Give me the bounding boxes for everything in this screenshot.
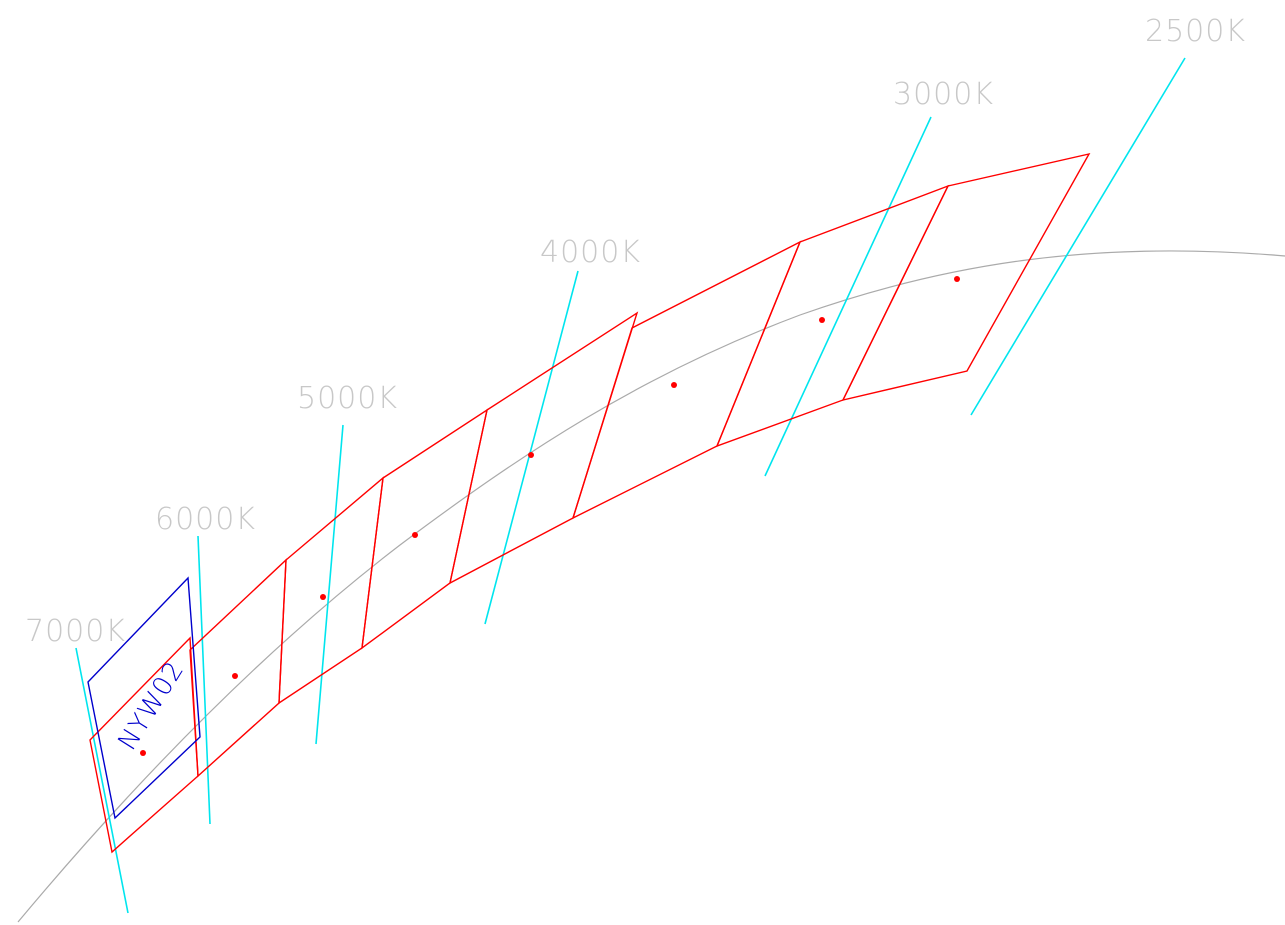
isotherm-line-5000 <box>315 424 344 745</box>
highlighted-bin-outline <box>87 576 201 820</box>
bin-quad-2 <box>189 558 287 778</box>
bin-quad-6 <box>571 240 802 520</box>
isotherm-line-6000 <box>197 535 211 825</box>
isotherm-lines <box>75 57 1186 914</box>
bin-center-4 <box>412 532 418 538</box>
bin-center-points <box>140 276 960 756</box>
bin-center-3 <box>320 594 326 600</box>
bin-center-7 <box>819 317 825 323</box>
bin-quad-3 <box>278 476 384 705</box>
planckian-locus <box>17 250 1285 923</box>
isotherm-label-7000: 7000K <box>25 614 126 649</box>
isotherm-line-4000 <box>484 270 579 625</box>
bin-quadrangles <box>89 152 1091 854</box>
bin-center-2 <box>232 673 238 679</box>
isotherm-labels: 2500K 3000K 4000K 5000K 6000K 7000K <box>25 14 1246 649</box>
bin-quad-8 <box>841 152 1091 402</box>
bin-center-8 <box>954 276 960 282</box>
isotherm-line-3000 <box>764 116 932 477</box>
bin-center-6 <box>671 382 677 388</box>
isotherm-label-2500: 2500K <box>1145 14 1246 49</box>
isotherm-label-5000: 5000K <box>297 381 398 416</box>
bin-center-5 <box>528 452 534 458</box>
isotherm-label-6000: 6000K <box>155 502 256 537</box>
isotherm-label-3000: 3000K <box>893 77 994 112</box>
bin-quad-7 <box>715 184 950 448</box>
bin-quad-5 <box>449 311 639 585</box>
isotherm-line-2500 <box>970 57 1186 416</box>
isotherm-line-7000 <box>75 647 129 914</box>
bin-quad-4 <box>361 408 489 650</box>
bin-center-1 <box>140 750 146 756</box>
isotherm-label-4000: 4000K <box>540 235 641 270</box>
